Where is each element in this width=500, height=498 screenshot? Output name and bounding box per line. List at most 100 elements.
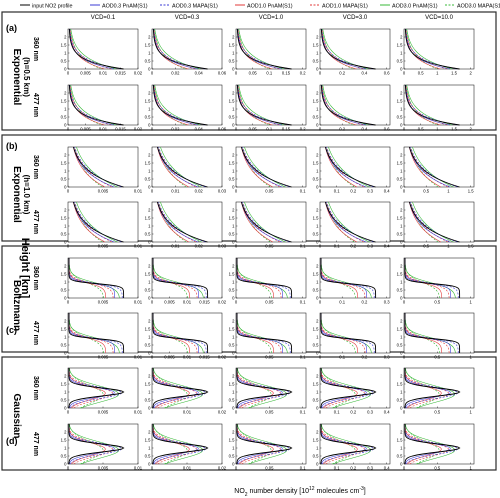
subplot: 0 0.5 1 1.5 2 0 0.02 0.04 0.06 bbox=[145, 28, 227, 76]
y-tick-label: 2 bbox=[232, 319, 235, 324]
y-tick-label: 1 bbox=[232, 224, 235, 229]
y-tick-label: 0 bbox=[400, 185, 403, 190]
series-line bbox=[320, 84, 376, 126]
series-line bbox=[152, 368, 209, 409]
panel-subtitle: (h=0.5 km) bbox=[22, 57, 31, 97]
series-line bbox=[152, 84, 208, 126]
x-tick-label: 0.02 bbox=[171, 71, 180, 76]
y-tick-label: 2 bbox=[232, 264, 235, 269]
series-line bbox=[154, 28, 186, 70]
y-tick-label: 1 bbox=[400, 224, 403, 229]
y-tick-label: 2 bbox=[148, 264, 151, 269]
subplot: 0 0.5 1 1.5 2 0 0.1 0.2 0.3 0.4 bbox=[313, 423, 391, 471]
y-tick-label: 0 bbox=[316, 296, 319, 301]
wavelength-label: 477 nm bbox=[32, 432, 39, 456]
x-tick-label: 0 bbox=[151, 127, 154, 132]
y-tick-label: 1.5 bbox=[313, 216, 319, 221]
y-tick-label: 1.5 bbox=[61, 272, 67, 277]
series-line bbox=[320, 313, 377, 353]
series-line bbox=[152, 423, 197, 465]
series-line bbox=[320, 257, 366, 299]
y-tick-label: 0 bbox=[64, 123, 67, 128]
y-tick-label: 2 bbox=[64, 208, 67, 213]
y-tick-label: 1.5 bbox=[313, 272, 319, 277]
series-line bbox=[157, 201, 190, 243]
series-line bbox=[237, 84, 290, 126]
x-tick-label: 0 bbox=[319, 189, 322, 194]
plot-frame bbox=[67, 257, 139, 299]
y-tick-label: 0.5 bbox=[397, 177, 403, 182]
y-tick-label: 2 bbox=[400, 264, 403, 269]
subplot: 0 0.5 1 1.5 2 0 0.5 1 1.5 bbox=[397, 201, 475, 249]
y-tick-label: 1.5 bbox=[313, 161, 319, 166]
series-line bbox=[406, 28, 438, 70]
legend-label: AOD3.0 MAPA(S1) bbox=[457, 4, 500, 10]
series-line bbox=[236, 423, 281, 465]
panel-name: Exponential bbox=[11, 166, 22, 223]
series-line bbox=[236, 258, 291, 299]
y-tick-label: 0.5 bbox=[313, 59, 319, 64]
x-tick-label: 0 bbox=[403, 466, 406, 471]
y-tick-label: 0 bbox=[316, 67, 319, 72]
x-tick-label: 0.2 bbox=[350, 189, 356, 194]
series-line bbox=[70, 28, 102, 70]
series-line bbox=[320, 257, 356, 299]
series-line bbox=[236, 313, 291, 354]
series-line bbox=[73, 146, 106, 188]
panel-letter: (b) bbox=[6, 141, 18, 151]
plot-frame bbox=[67, 84, 139, 126]
series-line bbox=[322, 84, 369, 126]
y-tick-label: 1.5 bbox=[229, 327, 235, 332]
y-tick-label: 0 bbox=[232, 185, 235, 190]
y-tick-label: 0.5 bbox=[229, 59, 235, 64]
y-tick-label: 1 bbox=[64, 446, 67, 451]
x-tick-label: 2 bbox=[469, 71, 472, 76]
series-line bbox=[409, 201, 442, 243]
y-tick-label: 1.5 bbox=[61, 99, 67, 104]
x-tick-label: 0.1 bbox=[339, 355, 345, 360]
series-line bbox=[242, 146, 271, 188]
plot-frame bbox=[403, 312, 475, 354]
y-tick-label: 0.5 bbox=[229, 115, 235, 120]
series-line bbox=[73, 201, 124, 243]
y-tick-label: 1.5 bbox=[313, 99, 319, 104]
x-tick-label: 0.005 bbox=[98, 300, 109, 305]
y-tick-label: 0 bbox=[400, 67, 403, 72]
y-tick-label: 1 bbox=[148, 390, 151, 395]
x-tick-label: 0.02 bbox=[134, 127, 143, 132]
plot-frame bbox=[67, 312, 139, 354]
x-tick-label: 0 bbox=[403, 355, 406, 360]
x-tick-label: 0.04 bbox=[195, 127, 204, 132]
series-line bbox=[325, 201, 376, 243]
y-tick-label: 0.5 bbox=[145, 59, 151, 64]
y-tick-label: 1.5 bbox=[229, 99, 235, 104]
subplot: 0 0.5 1 1.5 2 0 0.01 0.02 bbox=[145, 367, 227, 415]
series-line bbox=[152, 313, 207, 354]
plot-frame bbox=[151, 84, 223, 126]
series-line bbox=[154, 84, 186, 126]
x-tick-label: 0 bbox=[67, 355, 70, 360]
subplot: 0 0.5 1 1.5 2 0 0.1 0.2 0.3 0.4 bbox=[313, 146, 391, 194]
y-tick-label: 1.5 bbox=[229, 438, 235, 443]
series-line bbox=[404, 423, 449, 465]
x-tick-label: 0.5 bbox=[418, 127, 424, 132]
x-tick-label: 0 bbox=[403, 300, 406, 305]
y-tick-label: 0 bbox=[148, 462, 151, 467]
column-header: VCD=0.3 bbox=[175, 15, 200, 21]
y-tick-label: 1.5 bbox=[397, 99, 403, 104]
y-tick-label: 1.5 bbox=[397, 43, 403, 48]
series-line bbox=[409, 146, 460, 188]
y-tick-label: 1.5 bbox=[61, 216, 67, 221]
subplot: 0 0.5 1 1.5 2 0 0.005 0.01 bbox=[61, 201, 143, 249]
x-tick-label: 0.05 bbox=[249, 127, 258, 132]
y-tick-label: 1 bbox=[316, 51, 319, 56]
x-tick-label: 1 bbox=[469, 300, 472, 305]
plot-frame bbox=[67, 201, 139, 243]
series-line bbox=[321, 84, 374, 126]
y-tick-label: 2 bbox=[316, 35, 319, 40]
series-line bbox=[152, 258, 207, 299]
subplot: 0 0.5 1 1.5 2 0 0.5 1 1.5 bbox=[397, 146, 475, 194]
x-tick-label: 0 bbox=[403, 71, 406, 76]
y-tick-label: 1 bbox=[148, 446, 151, 451]
y-tick-label: 0 bbox=[232, 240, 235, 245]
